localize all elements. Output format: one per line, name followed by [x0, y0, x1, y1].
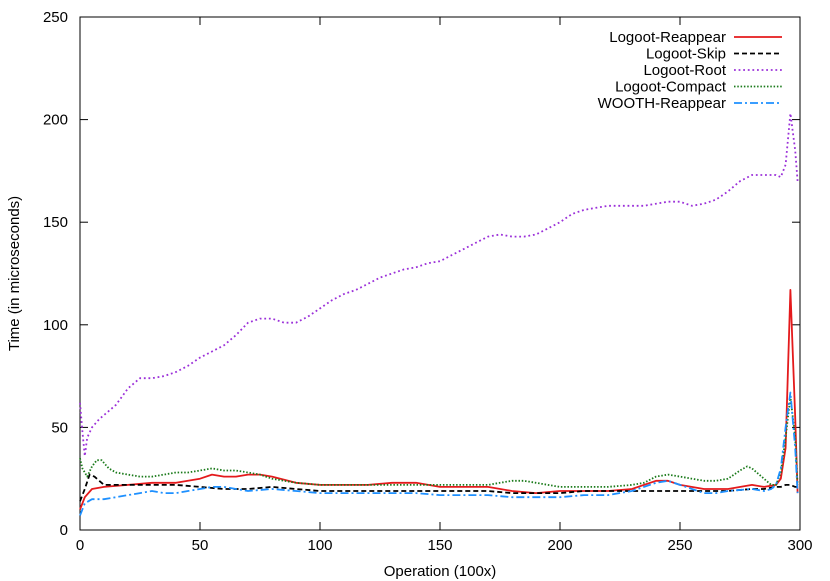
x-tick-label: 200 — [547, 537, 572, 554]
series-line-wooth-reappear — [79, 391, 799, 516]
legend-label: Logoot-Reappear — [609, 29, 726, 46]
series-line-logoot-compact — [79, 395, 799, 488]
axis-ticks: 0 50 100 150 200 250 300 0 50 100 150 200 250 — [43, 9, 813, 554]
x-tick-label: 150 — [427, 537, 452, 554]
x-tick-label: 100 — [307, 537, 332, 554]
x-axis-title: Operation (100x) — [384, 563, 497, 580]
x-tick-label: 300 — [787, 537, 812, 554]
y-tick-label: 50 — [51, 419, 68, 436]
y-axis-title: Time (in microseconds) — [6, 196, 23, 351]
x-tick-label: 0 — [76, 537, 84, 554]
series-line-logoot-root — [79, 112, 799, 458]
legend: Logoot-ReappearLogoot-SkipLogoot-RootLog… — [598, 29, 782, 112]
legend-label: Logoot-Compact — [615, 79, 727, 96]
series-lines — [79, 112, 799, 516]
y-tick-label: 0 — [60, 522, 68, 539]
y-tick-label: 250 — [43, 9, 68, 26]
y-tick-label: 200 — [43, 112, 68, 129]
series-line-logoot-reappear — [79, 288, 799, 510]
x-tick-label: 250 — [667, 537, 692, 554]
x-tick-label: 50 — [192, 537, 209, 554]
y-tick-label: 100 — [43, 317, 68, 334]
y-tick-label: 150 — [43, 214, 68, 231]
legend-label: Logoot-Root — [643, 62, 726, 79]
legend-label: Logoot-Skip — [646, 46, 726, 63]
legend-label: WOOTH-Reappear — [598, 95, 726, 112]
